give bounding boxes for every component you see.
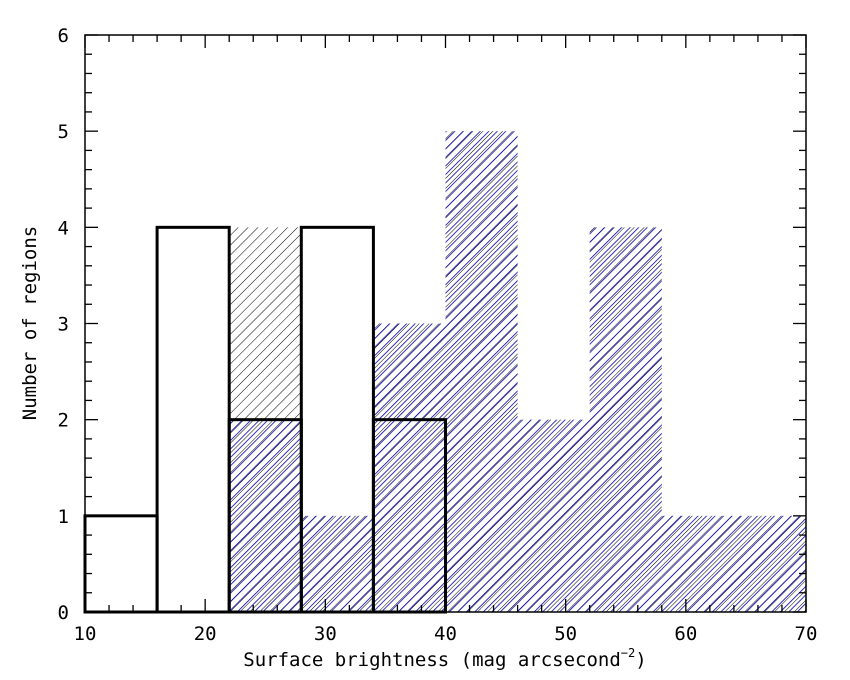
hatched-bar-1-2: [229, 419, 302, 612]
bars-layer: [229, 131, 806, 613]
hatched-bar-1-7: [589, 227, 662, 613]
y-axis-label: Number of regions: [19, 226, 41, 420]
y-tick-label: 3: [58, 314, 69, 336]
hatched-bar-1-6: [517, 419, 590, 612]
hatched-bar-1-4: [373, 323, 446, 612]
x-axis-label: Surface brightness (mag arcsecond−2): [243, 646, 646, 671]
x-tick-label: 70: [795, 623, 818, 645]
outline-bar-0: [83, 514, 159, 614]
x-tick-label: 20: [194, 623, 217, 645]
x-tick-label: 10: [74, 623, 97, 645]
x-tick-label: 50: [554, 623, 577, 645]
hatched-bar-1-9: [733, 515, 806, 612]
y-tick-label: 4: [58, 217, 69, 239]
hatched-bar-1-3: [301, 515, 374, 612]
hatched-bar-1-8: [661, 515, 734, 612]
x-tick-label: 40: [434, 623, 457, 645]
y-tick-label: 6: [58, 25, 69, 47]
y-tick-label: 2: [58, 410, 69, 432]
y-tick-label: 1: [58, 506, 69, 528]
x-tick-label: 30: [314, 623, 337, 645]
outline-bar-1: [155, 225, 231, 614]
ticks-layer: 10 20 30 40 50 60 70 0 1 2 3 4 5 6: [58, 25, 818, 645]
x-tick-label: 60: [674, 623, 697, 645]
hatched-bar-1-5: [445, 131, 518, 612]
y-tick-label: 5: [58, 121, 69, 143]
y-tick-label: 0: [58, 602, 69, 624]
